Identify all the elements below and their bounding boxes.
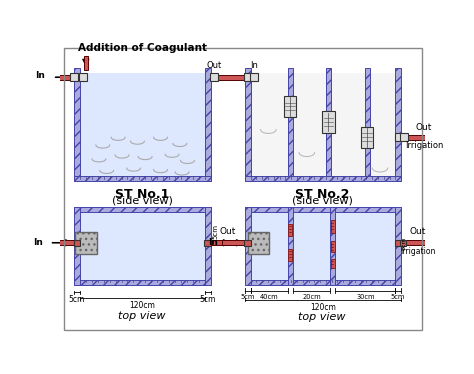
Bar <box>288 206 293 285</box>
Bar <box>73 240 80 246</box>
Bar <box>251 212 395 280</box>
Text: 5cm: 5cm <box>391 294 405 300</box>
Text: Out: Out <box>410 227 426 236</box>
Bar <box>395 68 401 181</box>
Bar <box>401 240 430 245</box>
Bar <box>361 126 373 148</box>
Bar <box>205 206 210 285</box>
Bar <box>204 240 210 246</box>
Text: 120cm: 120cm <box>310 303 336 312</box>
Text: In: In <box>35 71 45 80</box>
Bar <box>331 241 335 252</box>
Bar <box>245 206 401 212</box>
Bar <box>80 73 205 176</box>
Bar <box>247 241 251 244</box>
Bar <box>395 134 402 141</box>
Bar <box>74 280 210 285</box>
Bar <box>365 68 370 176</box>
Bar <box>210 240 237 245</box>
Bar <box>330 206 335 285</box>
Bar <box>400 134 408 141</box>
Bar <box>288 249 292 261</box>
Bar <box>222 240 245 245</box>
Bar <box>395 206 401 285</box>
Text: 5cm: 5cm <box>200 295 216 304</box>
Bar <box>75 241 80 244</box>
Text: 5cm: 5cm <box>68 295 85 304</box>
Text: Out: Out <box>219 227 236 236</box>
Bar <box>401 135 431 140</box>
Bar <box>47 240 74 245</box>
Bar <box>250 73 257 81</box>
Text: 120cm: 120cm <box>129 301 155 310</box>
Text: top view: top view <box>118 310 166 321</box>
Text: In: In <box>34 237 44 246</box>
Text: ST No.1: ST No.1 <box>115 188 169 201</box>
Text: top view: top view <box>299 312 346 322</box>
Bar <box>284 96 296 117</box>
Bar <box>326 68 331 176</box>
Bar <box>288 224 292 236</box>
Bar <box>245 176 401 181</box>
Bar <box>83 56 88 70</box>
Text: 30cm: 30cm <box>356 294 374 300</box>
Bar <box>71 73 78 81</box>
Bar <box>247 232 269 254</box>
Bar <box>245 240 251 246</box>
Bar <box>80 212 205 280</box>
Text: (side view): (side view) <box>111 196 173 206</box>
Bar <box>210 73 218 81</box>
Text: Irrigation: Irrigation <box>400 247 436 257</box>
Text: In: In <box>209 237 219 246</box>
Bar <box>74 68 80 181</box>
Text: 40cm: 40cm <box>260 294 278 300</box>
Text: (side view): (side view) <box>292 196 353 206</box>
Text: 20cm: 20cm <box>302 294 321 300</box>
Text: 5cm: 5cm <box>241 294 255 300</box>
Bar <box>74 206 210 212</box>
Bar <box>322 111 335 133</box>
Bar <box>331 259 335 268</box>
Text: ST No.2: ST No.2 <box>295 188 350 201</box>
Bar <box>245 280 401 285</box>
Text: Out: Out <box>206 61 221 70</box>
Bar <box>210 75 244 80</box>
Bar <box>251 73 395 176</box>
Text: 5cm: 5cm <box>401 236 407 249</box>
Bar <box>245 206 251 285</box>
Bar <box>75 232 97 254</box>
Bar <box>50 75 74 80</box>
Bar <box>74 176 210 181</box>
Text: In: In <box>250 61 258 70</box>
Bar <box>331 220 335 233</box>
Text: 5cm: 5cm <box>212 224 218 239</box>
Bar <box>245 68 251 181</box>
Text: Addition of Coagulant: Addition of Coagulant <box>78 43 207 53</box>
Bar <box>74 206 80 285</box>
Text: Out: Out <box>416 123 432 132</box>
Bar <box>245 73 252 81</box>
Bar <box>205 68 210 181</box>
Bar <box>79 73 87 81</box>
Text: Irrigation: Irrigation <box>405 141 443 150</box>
Bar <box>395 240 401 246</box>
Bar <box>288 68 293 176</box>
Bar <box>400 240 406 246</box>
